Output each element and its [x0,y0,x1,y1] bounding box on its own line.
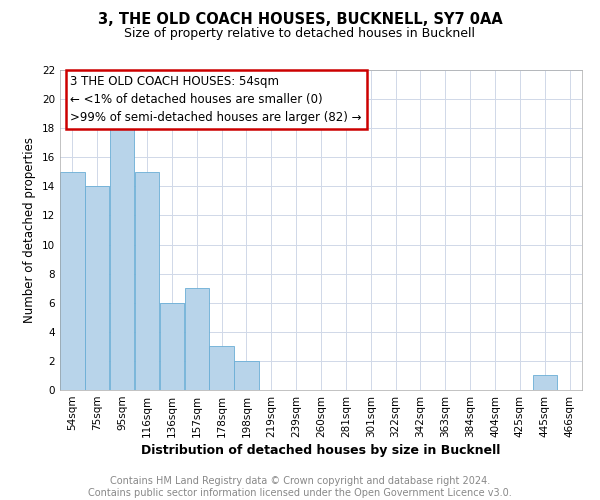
Text: Size of property relative to detached houses in Bucknell: Size of property relative to detached ho… [125,28,476,40]
X-axis label: Distribution of detached houses by size in Bucknell: Distribution of detached houses by size … [142,444,500,457]
Text: 3 THE OLD COACH HOUSES: 54sqm
← <1% of detached houses are smaller (0)
>99% of s: 3 THE OLD COACH HOUSES: 54sqm ← <1% of d… [70,75,362,124]
Bar [60,172,85,390]
Bar [160,302,184,390]
Bar [185,288,209,390]
Bar [135,172,159,390]
Bar [209,346,234,390]
Bar [533,376,557,390]
Text: Contains HM Land Registry data © Crown copyright and database right 2024.
Contai: Contains HM Land Registry data © Crown c… [88,476,512,498]
Bar [85,186,109,390]
Bar [110,128,134,390]
Text: 3, THE OLD COACH HOUSES, BUCKNELL, SY7 0AA: 3, THE OLD COACH HOUSES, BUCKNELL, SY7 0… [98,12,502,28]
Y-axis label: Number of detached properties: Number of detached properties [23,137,37,323]
Bar [234,361,259,390]
